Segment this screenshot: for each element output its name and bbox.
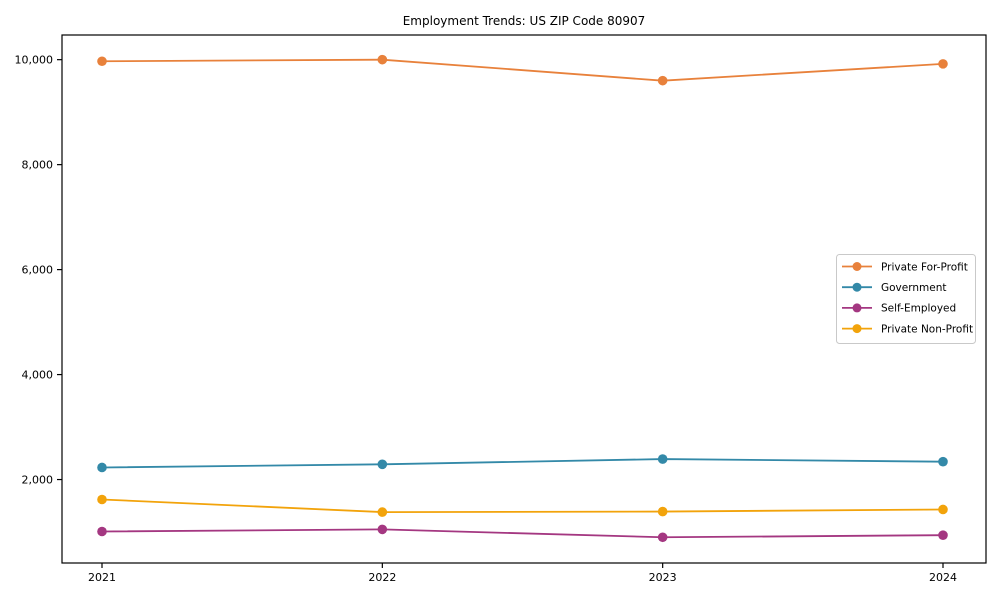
data-point-marker bbox=[657, 454, 668, 464]
plot-frame bbox=[61, 34, 987, 564]
data-point-marker bbox=[377, 54, 388, 65]
data-point-marker bbox=[938, 456, 948, 467]
legend-label: Private Non-Profit bbox=[881, 323, 973, 335]
data-point-marker bbox=[938, 530, 948, 540]
series-line-government bbox=[101, 458, 944, 469]
legend-label: Private For-Profit bbox=[881, 261, 968, 273]
data-point-marker bbox=[377, 524, 388, 535]
legend-label: Government bbox=[881, 282, 946, 294]
y-tick-label: 8,000 bbox=[22, 158, 54, 171]
data-point-marker bbox=[97, 494, 107, 505]
legend-marker bbox=[852, 303, 862, 313]
x-tick-label: 2023 bbox=[649, 571, 677, 584]
x-tick-label: 2022 bbox=[368, 571, 396, 584]
legend-marker bbox=[852, 324, 862, 334]
series-line-private-for-profit bbox=[101, 58, 944, 82]
y-tick-label: 2,000 bbox=[22, 473, 54, 486]
x-tick-label: 2024 bbox=[929, 571, 957, 584]
data-point-marker bbox=[938, 504, 948, 515]
data-point-marker bbox=[657, 506, 668, 517]
data-point-marker bbox=[657, 532, 668, 543]
x-tick-label: 2021 bbox=[88, 571, 116, 584]
data-point-marker bbox=[938, 59, 948, 69]
data-point-marker bbox=[97, 462, 107, 473]
data-point-marker bbox=[657, 75, 668, 86]
y-tick-label: 10,000 bbox=[15, 53, 54, 66]
series-line-private-non-profit bbox=[101, 498, 944, 513]
data-point-marker bbox=[377, 459, 388, 470]
y-tick-label: 4,000 bbox=[22, 368, 54, 381]
series-line-self-employed bbox=[101, 528, 944, 539]
legend-label: Self-Employed bbox=[881, 303, 956, 315]
legend-box bbox=[836, 254, 976, 344]
legend-marker bbox=[852, 262, 862, 271]
legend-marker bbox=[852, 282, 862, 292]
y-tick-label: 6,000 bbox=[22, 263, 54, 276]
data-point-marker bbox=[377, 507, 388, 517]
chart-title: Employment Trends: US ZIP Code 80907 bbox=[403, 14, 646, 28]
data-point-marker bbox=[97, 56, 107, 67]
data-point-marker bbox=[97, 526, 107, 537]
